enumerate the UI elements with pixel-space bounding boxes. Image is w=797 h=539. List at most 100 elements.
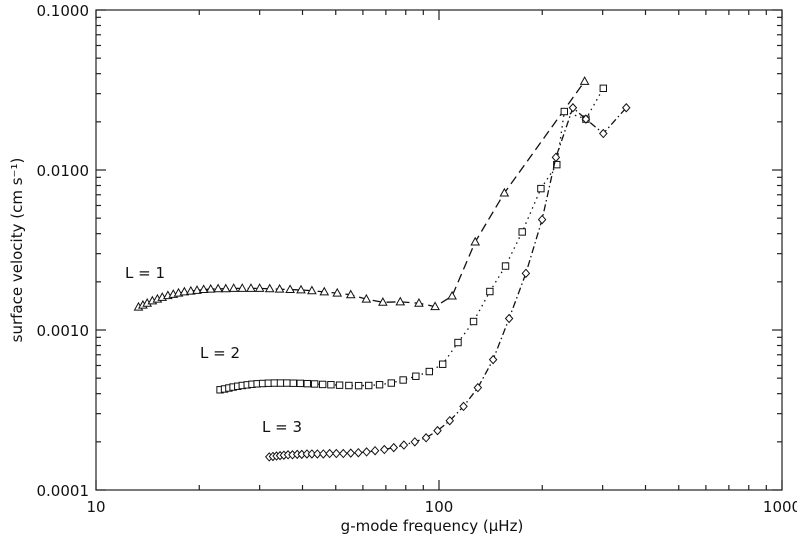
- square-marker: [560, 107, 568, 116]
- triangle-marker: [447, 290, 457, 300]
- triangle-marker: [246, 283, 256, 292]
- diamond-marker: [537, 214, 547, 225]
- triangle-marker: [579, 76, 590, 85]
- triangle-marker: [430, 301, 440, 311]
- square-marker: [553, 160, 561, 169]
- square-marker: [412, 372, 420, 380]
- y-tick-label: 0.0010: [37, 322, 90, 340]
- square-marker: [327, 381, 335, 389]
- triangle-marker: [361, 293, 372, 303]
- y-axis-label: surface velocity (cm s⁻¹): [8, 158, 26, 343]
- series-3: [264, 102, 631, 462]
- diamond-marker: [568, 102, 578, 113]
- square-marker: [387, 379, 396, 387]
- triangle-marker: [237, 283, 248, 292]
- square-marker: [599, 84, 607, 93]
- diamond-marker: [445, 415, 455, 426]
- plot-frame: [95, 9, 783, 491]
- x-axis-label: g-mode frequency (µHz): [341, 517, 524, 535]
- diamond-marker: [421, 433, 431, 443]
- square-marker: [469, 317, 478, 326]
- diamond-marker: [346, 448, 356, 458]
- triangle-marker: [395, 296, 406, 306]
- square-marker: [296, 379, 304, 388]
- diamond-marker: [551, 152, 561, 163]
- square-marker: [283, 379, 291, 387]
- square-marker: [501, 262, 510, 270]
- x-tick-label: 10: [86, 498, 105, 516]
- triangle-marker: [198, 284, 209, 294]
- triangle-marker: [179, 286, 190, 296]
- diamond-marker: [354, 447, 363, 458]
- triangle-marker: [254, 283, 265, 292]
- triangle-marker: [213, 283, 223, 293]
- triangle-marker: [228, 283, 239, 292]
- triangle-marker: [470, 236, 481, 246]
- y-tick-label: 0.0100: [37, 162, 90, 180]
- triangle-marker: [205, 283, 216, 293]
- series-line: [138, 80, 586, 308]
- diamond-marker: [380, 444, 389, 455]
- diamond-marker: [307, 449, 317, 459]
- diamond-marker: [362, 447, 371, 457]
- square-marker: [276, 379, 285, 387]
- square-marker: [345, 381, 353, 390]
- diamond-marker: [473, 382, 483, 393]
- series-label: L = 2: [200, 344, 240, 362]
- series-label: L = 3: [262, 418, 302, 436]
- triangle-marker: [332, 287, 343, 297]
- triangle-marker: [319, 286, 330, 296]
- x-tick-label: 100: [425, 498, 454, 516]
- square-marker: [365, 381, 373, 390]
- square-marker: [486, 287, 494, 296]
- labels-group: L = 1 L = 2 L = 3: [125, 264, 302, 436]
- triangle-marker: [307, 285, 317, 295]
- square-marker: [454, 338, 462, 347]
- series-1: [133, 76, 590, 311]
- square-marker: [537, 184, 545, 193]
- diamond-marker: [319, 449, 328, 459]
- diamond-marker: [459, 401, 468, 412]
- square-marker: [264, 379, 273, 387]
- diamond-marker: [410, 437, 420, 447]
- square-marker: [270, 379, 279, 387]
- square-marker: [289, 379, 297, 387]
- triangle-marker: [414, 297, 424, 307]
- diamond-marker: [389, 442, 399, 453]
- square-marker: [354, 381, 363, 390]
- square-marker: [375, 381, 384, 389]
- diamond-marker: [325, 448, 334, 459]
- triangle-marker: [285, 284, 295, 294]
- square-marker: [425, 367, 434, 376]
- diamond-marker: [488, 354, 498, 365]
- diamond-marker: [433, 425, 442, 436]
- triangle-marker: [378, 297, 388, 306]
- axes: 10 100 1000 0.0001 0.0010 0.0100 0.1000: [37, 2, 797, 516]
- diamond-marker: [399, 440, 409, 450]
- square-marker: [335, 381, 344, 389]
- square-marker: [399, 376, 407, 384]
- diamond-marker: [504, 313, 514, 324]
- diamond-marker: [621, 102, 631, 113]
- x-tick-label: 1000: [763, 498, 797, 516]
- triangle-marker: [274, 283, 285, 293]
- series-label: L = 1: [125, 264, 165, 282]
- diamond-marker: [370, 445, 380, 456]
- diamond-marker: [521, 268, 531, 279]
- square-marker: [518, 228, 526, 236]
- diamond-marker: [339, 448, 348, 459]
- diamond-marker: [599, 128, 608, 139]
- square-marker: [438, 360, 447, 368]
- y-tick-label: 0.0001: [37, 482, 90, 500]
- series-group: [133, 76, 631, 462]
- series-line: [269, 106, 627, 458]
- square-marker: [310, 380, 319, 388]
- triangle-marker: [499, 187, 510, 197]
- square-marker: [303, 379, 311, 388]
- triangle-marker: [220, 283, 231, 293]
- triangle-marker: [185, 285, 196, 295]
- y-tick-label: 0.1000: [37, 2, 90, 20]
- triangle-marker: [345, 289, 356, 299]
- triangle-marker: [264, 283, 275, 293]
